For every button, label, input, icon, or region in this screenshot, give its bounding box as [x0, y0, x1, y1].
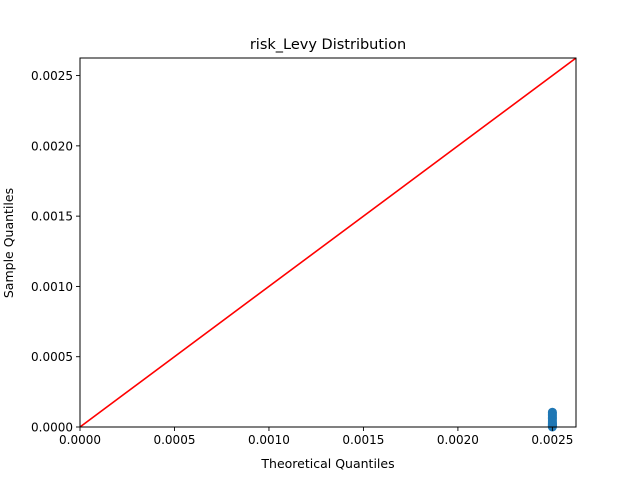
chart-title: risk_Levy Distribution: [250, 37, 406, 53]
plot-marks: [80, 58, 576, 432]
x-tick-label: 0.0000: [59, 433, 101, 447]
y-axis-ticks: 0.0000 0.0005 0.0010 0.0015 0.0020 0.0025: [31, 69, 80, 435]
x-tick-label: 0.0015: [342, 433, 384, 447]
reference-line: [80, 58, 576, 427]
y-tick-label: 0.0015: [31, 210, 73, 224]
x-tick-label: 0.0010: [248, 433, 290, 447]
qq-points: [547, 407, 557, 432]
x-tick-label: 0.0020: [437, 433, 479, 447]
y-tick-label: 0.0020: [31, 139, 73, 153]
x-axis-ticks: 0.0000 0.0005 0.0010 0.0015 0.0020 0.0025: [59, 427, 573, 447]
x-tick-label: 0.0005: [153, 433, 195, 447]
y-tick-label: 0.0010: [31, 280, 73, 294]
y-axis-label: Sample Quantiles: [1, 188, 16, 298]
y-tick-label: 0.0025: [31, 69, 73, 83]
data-point: [547, 407, 557, 417]
y-tick-label: 0.0000: [31, 421, 73, 435]
y-tick-label: 0.0005: [31, 350, 73, 364]
plot-frame: [79, 57, 577, 428]
x-tick-label: 0.0025: [531, 433, 573, 447]
x-axis-label: Theoretical Quantiles: [260, 456, 394, 471]
